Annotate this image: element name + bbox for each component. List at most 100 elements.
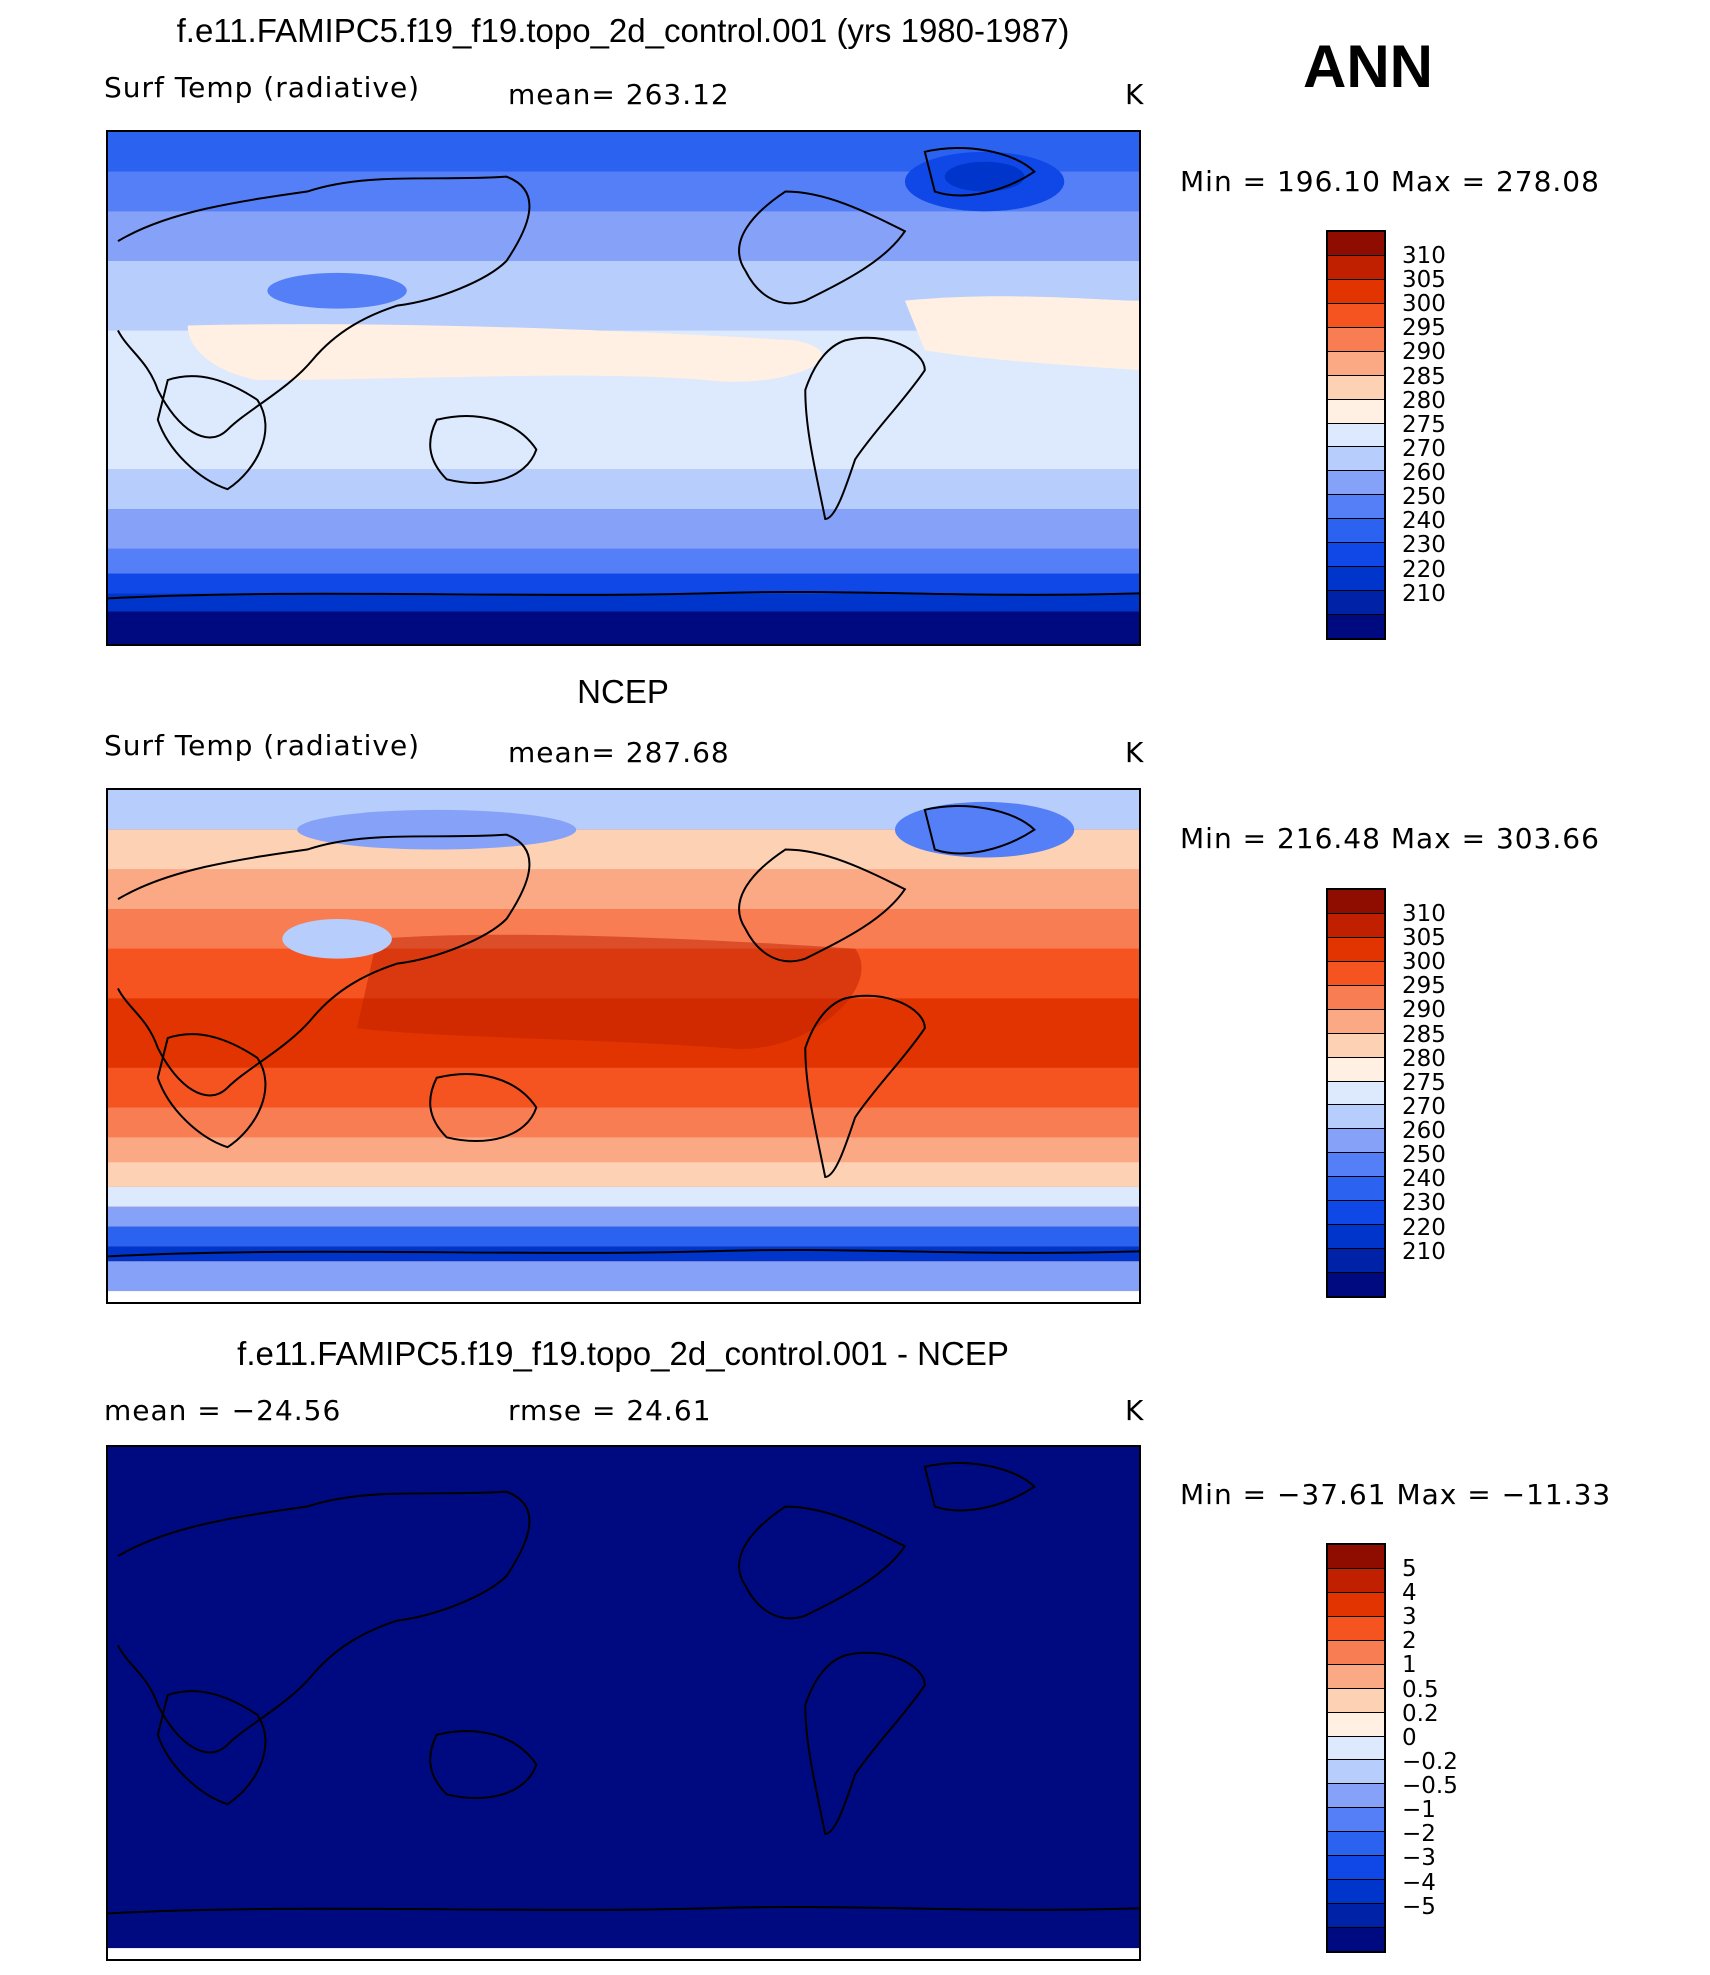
colorbar-swatch — [1328, 1249, 1384, 1273]
colorbar-tick-label: 300 — [1402, 949, 1446, 976]
colorbar-tick-label: 250 — [1402, 484, 1446, 511]
panel3-map — [106, 1445, 1141, 1961]
colorbar-tick-label: −0.5 — [1402, 1773, 1458, 1800]
colorbar-swatch — [1328, 232, 1384, 256]
colorbar-tick-label: 3 — [1402, 1604, 1417, 1631]
colorbar-swatch — [1328, 1129, 1384, 1154]
colorbar-tick-label: −4 — [1402, 1869, 1436, 1896]
panel3-units: K — [1125, 1394, 1145, 1427]
colorbar-swatch — [1328, 279, 1384, 304]
panel3-colorbar — [1326, 1543, 1386, 1953]
panel2-map — [106, 788, 1141, 1304]
season-label: ANN — [1303, 33, 1433, 100]
colorbar-tick-label: 290 — [1402, 339, 1446, 366]
colorbar-swatch — [1328, 399, 1384, 424]
colorbar-swatch — [1328, 1545, 1384, 1569]
panel1-field — [108, 132, 1139, 644]
colorbar-swatch — [1328, 1033, 1384, 1058]
colorbar-tick-label: 4 — [1402, 1580, 1417, 1607]
colorbar-tick-label: 210 — [1402, 1238, 1446, 1265]
colorbar-swatch — [1328, 1736, 1384, 1761]
colorbar-swatch — [1328, 1225, 1384, 1250]
colorbar-tick-label: 2 — [1402, 1628, 1417, 1655]
colorbar-swatch — [1328, 1760, 1384, 1785]
colorbar-swatch — [1328, 1856, 1384, 1881]
panel1-variable: Surf Temp (radiative) — [104, 71, 421, 104]
panel3-minmax: Min = −37.61 Max = −11.33 — [1180, 1478, 1612, 1511]
colorbar-tick-label: 1 — [1402, 1652, 1417, 1679]
colorbar-tick-label: 275 — [1402, 1069, 1446, 1096]
colorbar-swatch — [1328, 1105, 1384, 1130]
colorbar-swatch — [1328, 375, 1384, 400]
colorbar-swatch — [1328, 1616, 1384, 1641]
colorbar-swatch — [1328, 890, 1384, 914]
colorbar-tick-label: −0.2 — [1402, 1748, 1458, 1775]
colorbar-swatch — [1328, 1688, 1384, 1713]
panel3-rmse: rmse = 24.61 — [508, 1394, 712, 1427]
colorbar-tick-label: −1 — [1402, 1797, 1436, 1824]
colorbar-tick-label: −5 — [1402, 1893, 1436, 1920]
colorbar-swatch — [1328, 1880, 1384, 1905]
colorbar-swatch — [1328, 1784, 1384, 1809]
colorbar-tick-label: 275 — [1402, 411, 1446, 438]
colorbar-swatch — [1328, 543, 1384, 568]
colorbar-tick-label: 310 — [1402, 243, 1446, 269]
colorbar-tick-label: 305 — [1402, 925, 1446, 952]
colorbar-swatch — [1328, 615, 1384, 638]
colorbar-swatch — [1328, 1273, 1384, 1296]
colorbar-tick-label: 0.2 — [1402, 1700, 1439, 1727]
colorbar-swatch — [1328, 1153, 1384, 1178]
panel2-mean: mean= 287.68 — [508, 736, 730, 769]
colorbar-swatch — [1328, 1904, 1384, 1928]
colorbar-swatch — [1328, 567, 1384, 592]
panel3-title: f.e11.FAMIPC5.f19_f19.topo_2d_control.00… — [237, 1335, 1009, 1372]
colorbar-swatch — [1328, 255, 1384, 280]
colorbar-swatch — [1328, 1640, 1384, 1665]
colorbar-swatch — [1328, 1664, 1384, 1689]
figure-title: f.e11.FAMIPC5.f19_f19.topo_2d_control.00… — [176, 12, 1070, 49]
colorbar-swatch — [1328, 423, 1384, 448]
panel1-minmax: Min = 196.10 Max = 278.08 — [1180, 165, 1600, 198]
colorbar-swatch — [1328, 1081, 1384, 1106]
colorbar-tick-label: 280 — [1402, 387, 1446, 414]
panel1-units: K — [1125, 78, 1145, 111]
colorbar-tick-label: −3 — [1402, 1845, 1436, 1872]
colorbar-swatch — [1328, 303, 1384, 328]
colorbar-swatch — [1328, 591, 1384, 615]
colorbar-tick-label: 230 — [1402, 532, 1446, 559]
colorbar-tick-label: 230 — [1402, 1190, 1446, 1217]
colorbar-swatch — [1328, 447, 1384, 472]
colorbar-tick-label: 240 — [1402, 508, 1446, 535]
colorbar-tick-label: 285 — [1402, 363, 1446, 390]
panel3-field — [108, 1447, 1139, 1959]
colorbar-swatch — [1328, 327, 1384, 352]
colorbar-swatch — [1328, 1201, 1384, 1226]
colorbar-swatch — [1328, 1057, 1384, 1082]
panel1-mean: mean= 263.12 — [508, 78, 730, 111]
colorbar-swatch — [1328, 1832, 1384, 1857]
panel2-title: NCEP — [577, 673, 669, 710]
panel2-colorbar — [1326, 888, 1386, 1298]
colorbar-tick-label: 270 — [1402, 435, 1446, 462]
colorbar-swatch — [1328, 495, 1384, 520]
colorbar-swatch — [1328, 1928, 1384, 1951]
colorbar-tick-label: 250 — [1402, 1142, 1446, 1169]
colorbar-swatch — [1328, 351, 1384, 376]
colorbar-swatch — [1328, 1712, 1384, 1737]
colorbar-tick-label: 210 — [1402, 580, 1446, 607]
panel2-field — [108, 790, 1139, 1302]
colorbar-swatch — [1328, 1592, 1384, 1617]
colorbar-tick-label: −2 — [1402, 1821, 1436, 1848]
colorbar-tick-label: 310 — [1402, 901, 1446, 927]
panel1-colorbar — [1326, 230, 1386, 640]
colorbar-swatch — [1328, 913, 1384, 938]
colorbar-swatch — [1328, 1568, 1384, 1593]
panel1-map — [106, 130, 1141, 646]
colorbar-tick-label: 240 — [1402, 1166, 1446, 1193]
colorbar-swatch — [1328, 937, 1384, 962]
colorbar-swatch — [1328, 1177, 1384, 1202]
colorbar-tick-label: 0 — [1402, 1724, 1417, 1751]
colorbar-swatch — [1328, 471, 1384, 496]
colorbar-tick-label: 220 — [1402, 556, 1446, 583]
colorbar-swatch — [1328, 985, 1384, 1010]
